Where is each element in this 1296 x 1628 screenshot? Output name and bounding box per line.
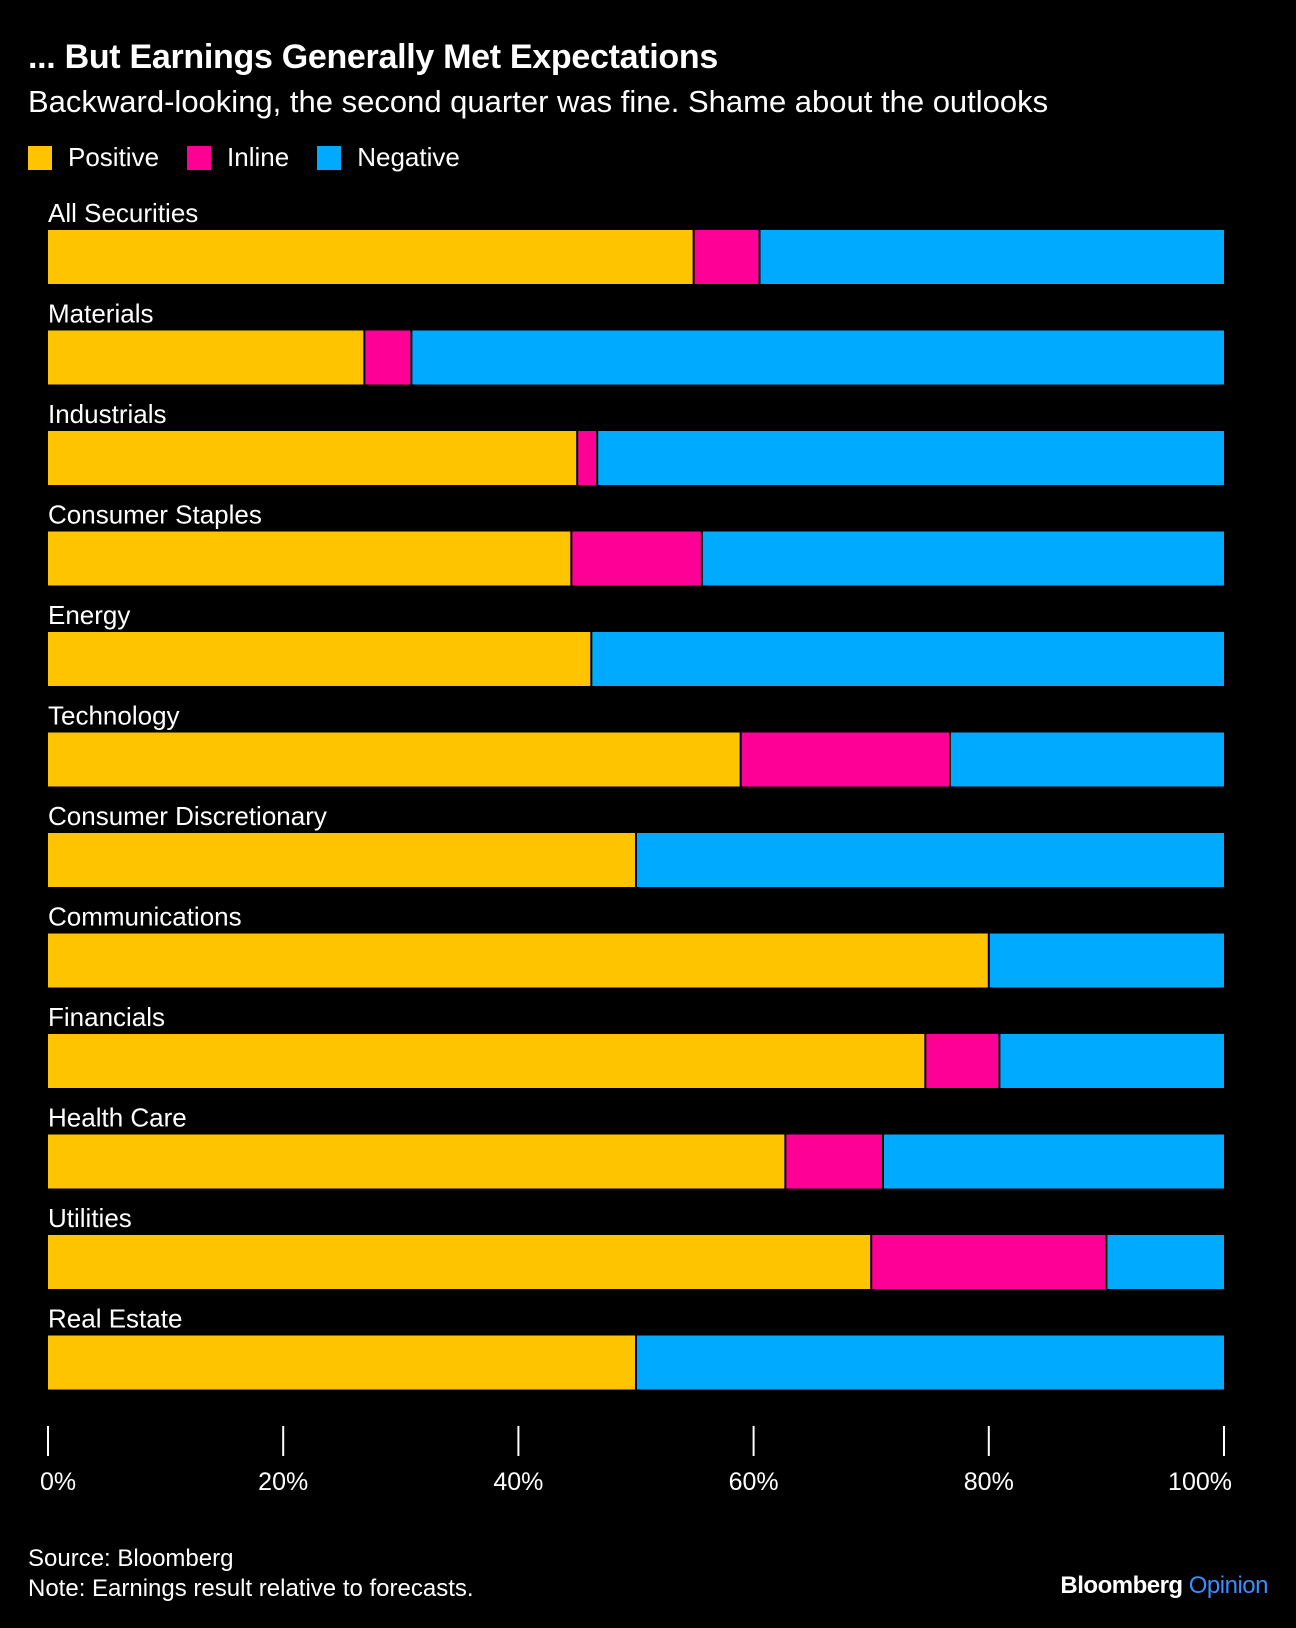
category-label-energy: Energy	[48, 600, 130, 630]
category-label-consumer-staples: Consumer Staples	[48, 500, 262, 530]
bar-health-care-inline	[785, 1134, 883, 1189]
category-label-communications: Communications	[48, 902, 242, 932]
category-label-all-securities: All Securities	[48, 198, 198, 228]
bar-communications-negative	[988, 933, 1224, 988]
legend-swatch-negative	[317, 145, 342, 170]
bar-separator	[1105, 1235, 1108, 1289]
category-label-utilities: Utilities	[48, 1203, 132, 1233]
x-tick-label: 80%	[964, 1468, 1014, 1496]
bar-separator	[692, 230, 695, 284]
legend-swatch-inline	[187, 145, 212, 170]
bar-all-securities-positive	[48, 230, 694, 284]
bar-separator	[987, 933, 990, 988]
bar-financials-inline	[925, 1034, 1000, 1088]
bar-separator	[924, 1034, 927, 1088]
legend-item-positive: Positive	[28, 142, 159, 173]
bar-consumer-discretionary-negative	[636, 833, 1224, 887]
bar-consumer-discretionary-positive	[48, 833, 636, 887]
bar-separator	[570, 531, 573, 586]
category-label-financials: Financials	[48, 1002, 165, 1032]
bar-utilities-inline	[871, 1235, 1107, 1289]
bar-communications-positive	[48, 933, 989, 988]
legend-label-inline: Inline	[227, 142, 290, 172]
brand-main: Bloomberg	[1060, 1572, 1183, 1599]
bar-consumer-staples-inline	[571, 531, 702, 586]
legend-label-negative: Negative	[357, 142, 460, 172]
bar-separator	[410, 330, 413, 385]
source-text: Source: Bloomberg	[28, 1545, 234, 1572]
bar-technology-positive	[48, 732, 741, 787]
chart-subtitle: Backward-looking, the second quarter was…	[28, 84, 1049, 119]
note-text: Note: Earnings result relative to foreca…	[28, 1575, 474, 1602]
bar-financials-positive	[48, 1034, 926, 1088]
category-label-health-care: Health Care	[48, 1103, 187, 1133]
category-label-consumer-discretionary: Consumer Discretionary	[48, 801, 327, 831]
bar-utilities-positive	[48, 1235, 872, 1289]
stacked-bar-chart: All Securities Materials Industrials Consum…	[40, 198, 1232, 1496]
bar-industrials-inline	[577, 431, 598, 485]
legend-item-inline: Inline	[187, 142, 289, 173]
x-tick-label: 60%	[729, 1468, 779, 1496]
bar-separator	[881, 1134, 884, 1189]
category-label-real-estate: Real Estate	[48, 1304, 182, 1334]
brand-sub: Opinion	[1188, 1572, 1269, 1599]
bar-separator	[998, 1034, 1001, 1088]
bar-all-securities-negative	[759, 230, 1224, 284]
bar-utilities-negative	[1106, 1235, 1224, 1289]
bar-separator	[700, 531, 703, 586]
bar-separator	[635, 1335, 637, 1390]
x-tick-label: 20%	[258, 1468, 308, 1496]
bar-energy-negative	[591, 632, 1224, 686]
bar-consumer-staples-negative	[701, 531, 1224, 586]
bar-separator	[784, 1134, 787, 1189]
bloomberg-opinion-logo: Bloomberg Opinion	[1060, 1572, 1268, 1600]
category-label-industrials: Industrials	[48, 399, 167, 429]
bar-real-estate-negative	[636, 1335, 1224, 1390]
bar-separator	[948, 732, 951, 787]
bar-technology-inline	[740, 732, 950, 787]
bar-separator	[870, 1235, 873, 1289]
bar-industrials-positive	[48, 431, 578, 485]
bar-separator	[739, 732, 742, 787]
legend: Positive Inline Negative	[28, 142, 488, 173]
category-label-materials: Materials	[48, 299, 153, 329]
bar-separator	[596, 431, 599, 485]
category-label-technology: Technology	[48, 701, 180, 731]
x-tick-label: 40%	[493, 1468, 543, 1496]
bar-separator	[590, 632, 593, 686]
bar-real-estate-positive	[48, 1335, 636, 1390]
source-note: Source: Bloomberg Note: Earnings result …	[28, 1544, 474, 1604]
bar-health-care-negative	[882, 1134, 1224, 1189]
bar-materials-negative	[411, 330, 1224, 385]
bar-financials-negative	[999, 1034, 1224, 1088]
x-tick-label: 100%	[1168, 1468, 1232, 1496]
legend-item-negative: Negative	[317, 142, 460, 173]
chart-title: ... But Earnings Generally Met Expectati…	[28, 38, 718, 76]
bar-separator	[635, 833, 637, 887]
x-tick-label: 0%	[40, 1468, 76, 1496]
bar-separator	[758, 230, 761, 284]
bar-separator	[363, 330, 366, 385]
bar-energy-positive	[48, 632, 592, 686]
bar-consumer-staples-positive	[48, 531, 572, 586]
bar-separator	[576, 431, 579, 485]
bar-health-care-positive	[48, 1134, 786, 1189]
legend-swatch-positive	[28, 145, 52, 170]
bar-all-securities-inline	[693, 230, 760, 284]
bar-materials-positive	[48, 330, 365, 385]
bar-technology-negative	[949, 732, 1224, 787]
bar-materials-inline	[364, 330, 412, 385]
bar-industrials-negative	[597, 431, 1224, 485]
legend-label-positive: Positive	[68, 142, 160, 172]
